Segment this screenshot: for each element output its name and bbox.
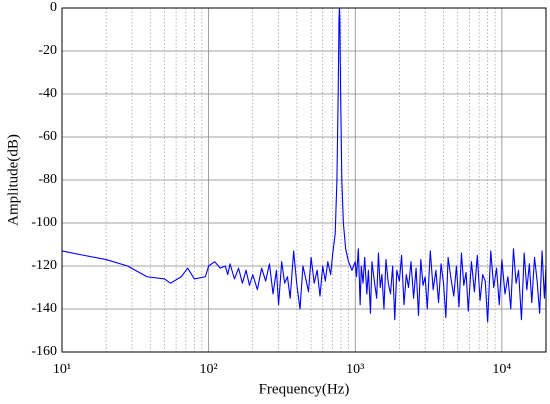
y-tick-label: 0 [50,0,57,15]
plot-frame [61,7,547,353]
y-tick-label: -40 [38,86,57,101]
x-tick-label: 10⁴ [492,362,511,377]
y-tick-label: -120 [31,258,57,273]
line [61,7,547,323]
y-tick-label: -140 [31,301,57,316]
y-tick-label: -100 [31,215,57,230]
x-tick-label: 10¹ [53,362,71,377]
y-tick-label: -160 [31,344,57,359]
y-tick-label: -20 [38,43,57,58]
x-axis-label: Frequency(Hz) [259,381,350,397]
x-tick-label: 10² [200,362,218,377]
y-tick-label: -60 [38,129,57,144]
y-axis-label: Amplitude(dB) [5,134,21,226]
x-tick-label: 10³ [346,362,364,377]
y-tick-label: -80 [38,172,57,187]
